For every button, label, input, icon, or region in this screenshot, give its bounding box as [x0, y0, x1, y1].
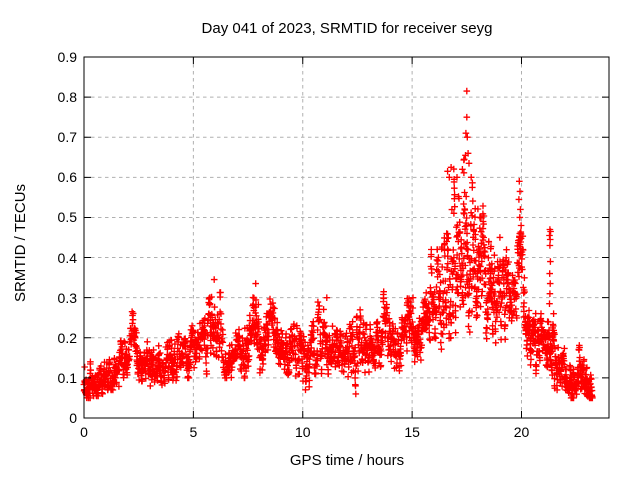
x-tick-label: 15 — [404, 424, 420, 440]
y-tick-label: 0.9 — [57, 49, 77, 65]
y-tick-label: 0 — [69, 410, 77, 426]
x-tick-label: 20 — [513, 424, 530, 440]
x-axis-label: GPS time / hours — [289, 452, 405, 469]
x-tick-label: 10 — [294, 424, 311, 440]
plot-border — [83, 56, 610, 419]
y-tick-label: 0.2 — [57, 329, 77, 346]
y-tick-label: 0.6 — [57, 169, 77, 186]
y-tick-label: 0.4 — [57, 249, 77, 266]
scatter-points — [80, 87, 596, 402]
x-tick-label: 5 — [189, 424, 198, 440]
y-tick-label: 0.3 — [57, 289, 77, 306]
grid-lines — [84, 57, 609, 418]
y-tick-label: 0.7 — [57, 129, 77, 146]
chart-title: Day 041 of 2023, SRMTID for receiver sey… — [201, 20, 493, 37]
y-tick-label: 0.5 — [57, 209, 77, 226]
y-tick-label: 0.8 — [57, 89, 77, 106]
x-tick-label: 0 — [80, 424, 88, 440]
y-tick-label: 0.1 — [57, 369, 77, 386]
